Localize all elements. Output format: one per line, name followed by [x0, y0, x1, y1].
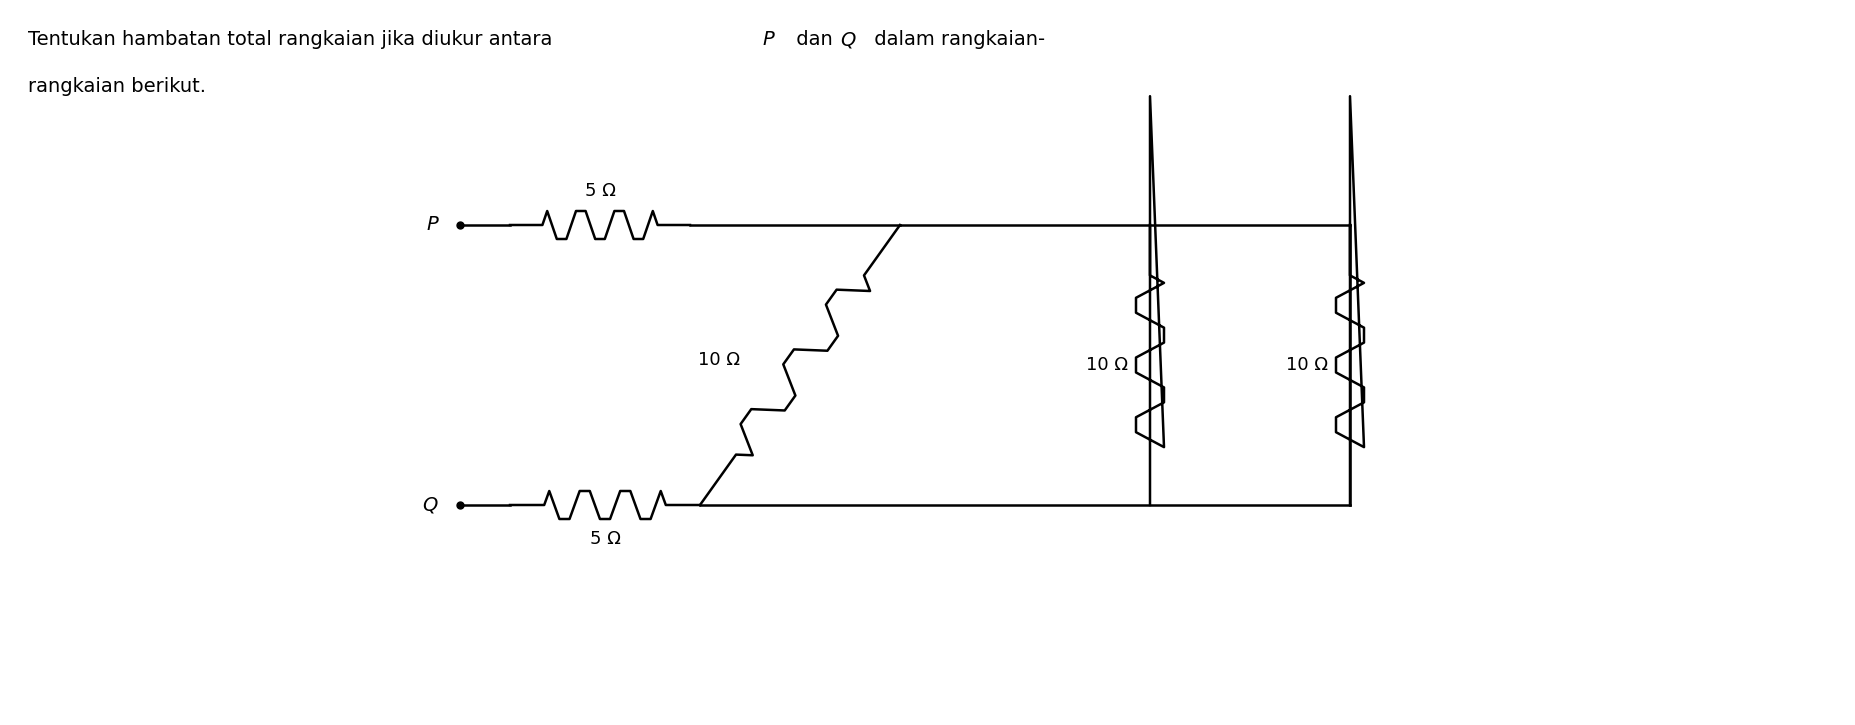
Text: dalam rangkaian-: dalam rangkaian- — [868, 30, 1044, 49]
Text: 10 Ω: 10 Ω — [697, 351, 740, 369]
Text: Q: Q — [423, 495, 438, 515]
Text: dan: dan — [790, 30, 838, 49]
Text: rangkaian berikut.: rangkaian berikut. — [28, 77, 206, 96]
Text: 10 Ω: 10 Ω — [1085, 356, 1128, 374]
Text: Tentukan hambatan total rangkaian jika diukur antara: Tentukan hambatan total rangkaian jika d… — [28, 30, 558, 49]
Text: 5 Ω: 5 Ω — [584, 182, 616, 200]
Text: 10 Ω: 10 Ω — [1286, 356, 1328, 374]
Text: 5 Ω: 5 Ω — [590, 530, 620, 548]
Text: P: P — [427, 215, 438, 234]
Text: P: P — [762, 30, 774, 49]
Text: Q: Q — [840, 30, 855, 49]
